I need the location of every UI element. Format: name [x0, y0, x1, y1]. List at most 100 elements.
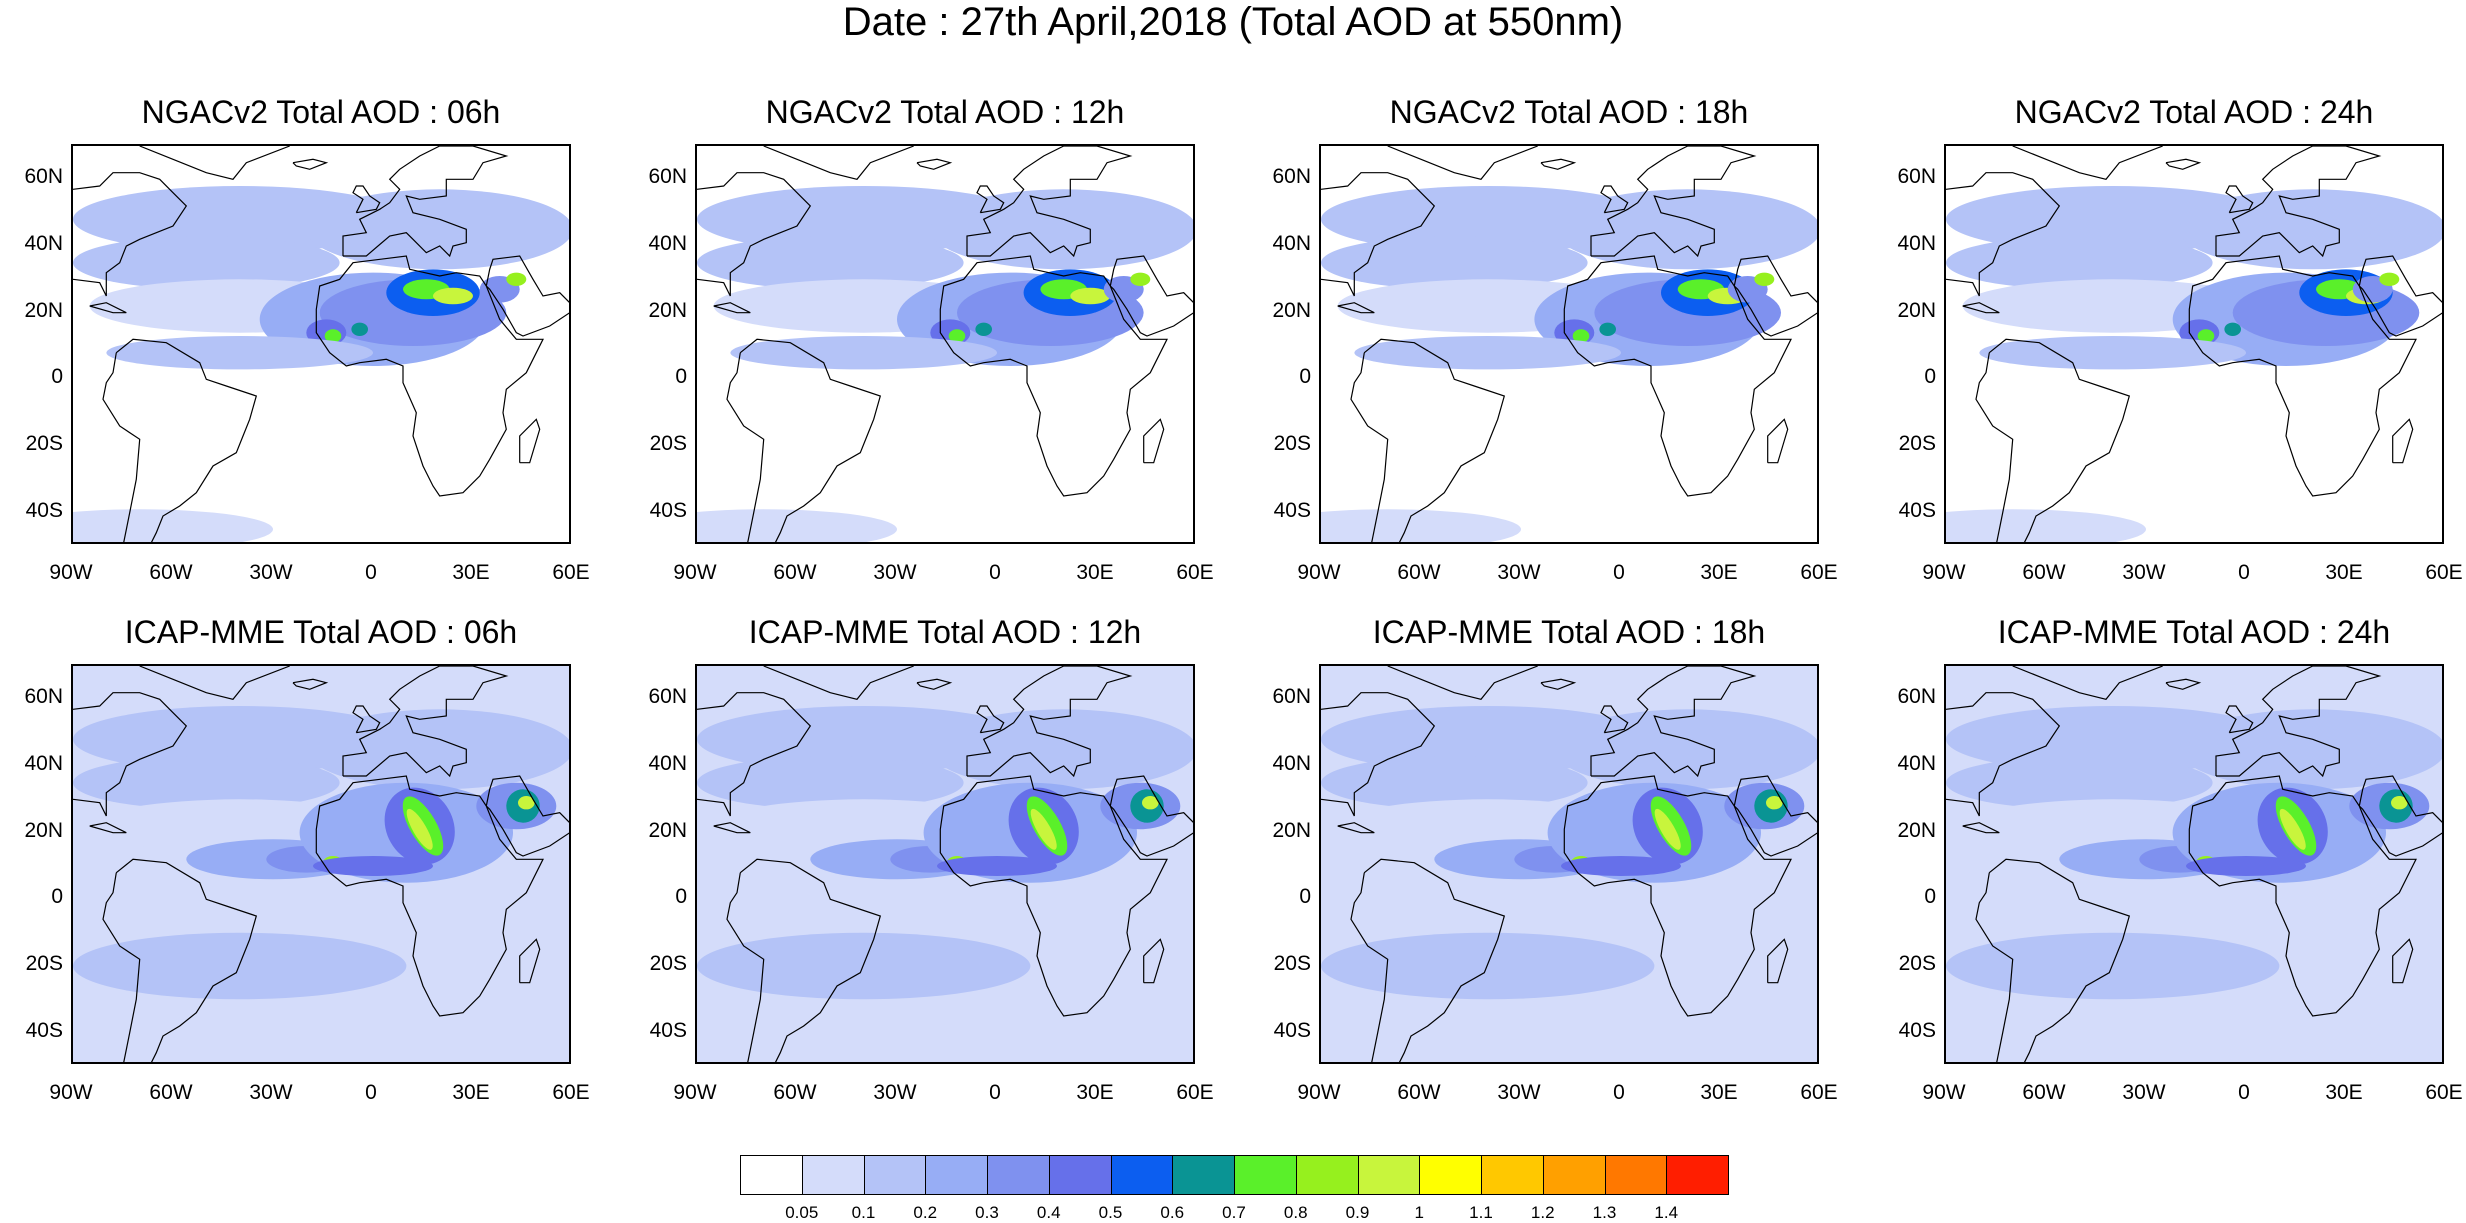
lon-tick-label: 0 [1613, 561, 1625, 584]
coastline [292, 678, 329, 690]
lon-tick-label: 60W [773, 561, 817, 584]
colorbar-swatch [1604, 1155, 1668, 1195]
coastline [1143, 938, 1165, 984]
panel-title: NGACv2 Total AOD : 12h [765, 94, 1125, 130]
aod-contour [2379, 272, 2400, 286]
coastline [976, 185, 1005, 214]
coastline [1337, 822, 1375, 834]
lat-tick-label: 60N [1272, 165, 1311, 189]
coastline [1975, 858, 2131, 1062]
lon-tick-label: 30W [1497, 561, 1541, 584]
map-frame [1944, 144, 2444, 544]
colorbar-label: 0.7 [1222, 1203, 1246, 1222]
colorbar-swatch [1295, 1155, 1359, 1195]
lat-tick-label: 20S [1273, 432, 1311, 455]
map-frame [1944, 664, 2444, 1064]
lat-tick-label: 20S [25, 432, 63, 455]
coastline [1350, 338, 1506, 542]
lat-tick-label: 20S [649, 952, 687, 975]
lat-tick-label: 40N [24, 752, 63, 775]
coastline [1946, 172, 2061, 297]
colorbar-swatch [801, 1155, 865, 1195]
coastline [2012, 666, 2163, 700]
colorbar-label: 0.2 [913, 1203, 938, 1222]
lon-tick-label: 0 [2238, 1081, 2250, 1104]
coastline [315, 775, 544, 1017]
lat-tick-label: 60N [648, 165, 687, 189]
map-frame [71, 144, 571, 544]
coastline [2188, 775, 2417, 1017]
lat-tick-label: 0 [1924, 885, 1936, 909]
panel-title: NGACv2 Total AOD : 24h [2014, 94, 2374, 130]
lat-tick-label: 20N [648, 818, 687, 842]
lat-tick-label: 40N [1272, 752, 1311, 775]
coastline [1733, 775, 1817, 857]
aod-contour [697, 236, 964, 290]
colorbar-swatch [1048, 1155, 1112, 1195]
lat-tick-label: 40S [1898, 1018, 1936, 1042]
coastline [89, 302, 127, 314]
coastline [485, 775, 569, 857]
lon-tick-label: 0 [1613, 1081, 1625, 1104]
aod-contour [930, 709, 1193, 790]
aod-contour [1946, 509, 2146, 542]
aod-contour [73, 1029, 273, 1062]
aod-contour [1599, 322, 1616, 336]
lon-tick-label: 90W [1922, 1081, 1966, 1104]
coastline [485, 255, 569, 337]
map-panel: ICAP-MME Total AOD : 06h 60N 40N 20N 0 20S 40S… [24, 614, 589, 1104]
lon-tick-label: 30W [1497, 1081, 1541, 1104]
coastline [1590, 146, 1757, 258]
coastline [352, 705, 381, 734]
coastline [1590, 666, 1757, 778]
map-frame [1319, 144, 1819, 544]
aod-map-svg [1946, 666, 2442, 1062]
coastline [1975, 338, 2131, 542]
aod-contour [1766, 796, 1783, 810]
aod-contour [1572, 329, 1590, 343]
aod-map-svg [697, 666, 1193, 1062]
coastline [697, 692, 812, 817]
aod-contour [697, 509, 897, 542]
aod-field [697, 186, 1193, 542]
coastline [89, 822, 127, 834]
lat-tick-label: 40S [25, 1018, 63, 1042]
coastline [102, 858, 258, 1062]
panel-title: ICAP-MME Total AOD : 06h [124, 614, 518, 650]
colorbar-swatch [1110, 1155, 1174, 1195]
coastline [2165, 678, 2202, 690]
lon-tick-label: 30W [873, 1081, 917, 1104]
lat-tick-label: 20S [1898, 952, 1936, 975]
aod-map-svg [1946, 146, 2442, 542]
lon-tick-label: 60W [1397, 1081, 1441, 1104]
coastlines [73, 146, 569, 542]
aod-contour [730, 336, 997, 370]
lat-tick-label: 20S [649, 432, 687, 455]
aod-contour [1321, 236, 1588, 290]
coastline [976, 705, 1005, 734]
lat-tick-label: 40S [1273, 498, 1311, 522]
aod-contour [351, 322, 369, 336]
lon-tick-label: 60W [149, 1081, 193, 1104]
lon-tick-label: 30E [1076, 1081, 1114, 1104]
aod-contour [2179, 189, 2442, 270]
lat-tick-label: 40N [1897, 752, 1936, 775]
aod-contour [1561, 856, 1681, 876]
panel-title: ICAP-MME Total AOD : 18h [1372, 614, 1766, 650]
lat-tick-label: 60N [1897, 165, 1936, 189]
colorbar-swatch [1234, 1155, 1297, 1195]
aod-contour [2186, 856, 2306, 876]
coastline [1540, 158, 1577, 170]
lat-tick-label: 60N [1897, 685, 1936, 709]
aod-contour [1130, 272, 1151, 286]
aod-field [73, 186, 569, 542]
map-panel: ICAP-MME Total AOD : 24h 60N 40N 20N 0 20S 40S… [1897, 614, 2462, 1104]
colorbar-label: 0.9 [1345, 1203, 1370, 1222]
aod-contour [73, 509, 273, 542]
coastline [966, 146, 1133, 258]
map-panel: NGACv2 Total AOD : 24h 60N 40N 20N 0 20S 40S 90… [1897, 94, 2462, 584]
aod-contour [697, 756, 964, 810]
coastlines [1946, 146, 2442, 542]
lat-tick-label: 40S [1898, 498, 1936, 522]
colorbar-label: 0.8 [1283, 1203, 1308, 1222]
